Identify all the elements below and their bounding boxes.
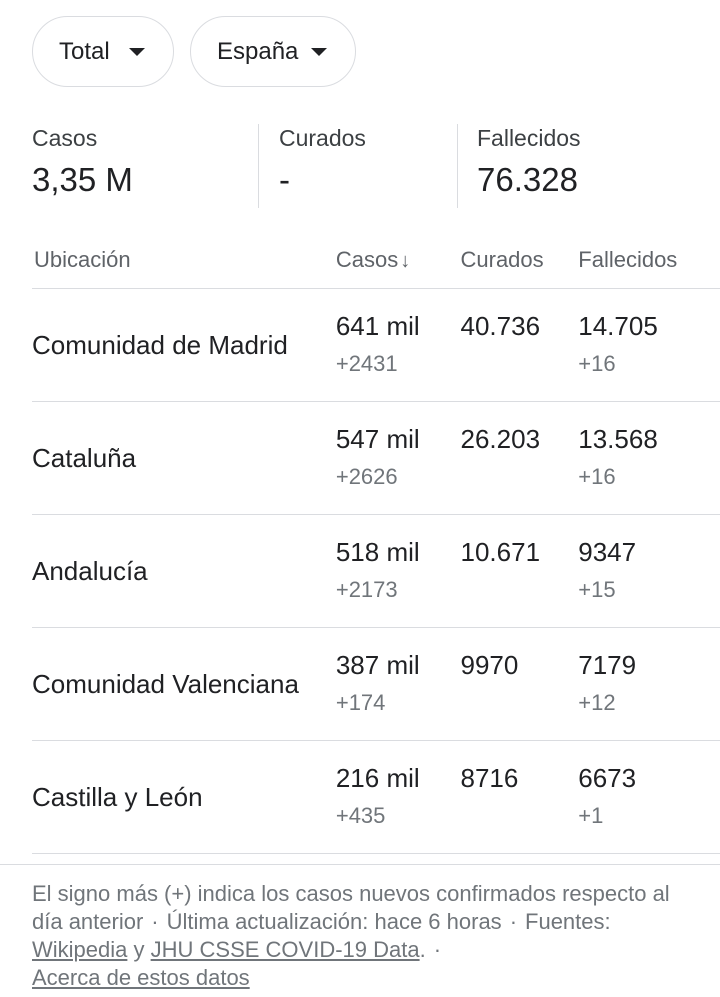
row-deaths: 7179 — [578, 650, 637, 680]
row-cases-cell: 547 mil +2626 — [335, 401, 461, 515]
footnote-last-updated: Última actualización: hace 6 horas — [166, 909, 502, 934]
row-deaths: 13.568 — [578, 424, 658, 454]
row-location: Cataluña — [32, 401, 336, 515]
row-recovered-cell: 26.203 — [460, 401, 579, 515]
footnote-and: y — [133, 937, 145, 962]
row-recovered: 26.203 — [460, 424, 541, 454]
summary-stats: Casos 3,35 M Curados - Fallecidos 76.328 — [32, 124, 720, 208]
separator-dot: · — [151, 909, 159, 934]
row-deaths-cell: 13.568 +16 — [578, 401, 720, 515]
footer-divider — [0, 864, 720, 865]
caret-down-icon — [129, 47, 145, 56]
footnote-plus-sign-note: El signo más (+) indica los casos nuevos… — [32, 881, 670, 934]
row-recovered: 40.736 — [460, 311, 541, 341]
row-recovered-cell: 40.736 — [460, 288, 579, 402]
stat-deaths-label: Fallecidos — [477, 125, 581, 151]
sort-down-arrow-icon: ↓ — [400, 250, 411, 272]
stat-recovered-value: - — [279, 161, 290, 198]
row-deaths-new: +16 — [578, 464, 616, 489]
table-row[interactable]: Comunidad de Madrid 641 mil +2431 40.736… — [32, 288, 720, 402]
region-dropdown-label: España — [217, 37, 299, 65]
row-deaths-cell: 14.705 +16 — [578, 288, 720, 402]
row-deaths: 9347 — [578, 537, 637, 567]
table-row[interactable]: Castilla y León 216 mil +435 8716 6673 +… — [32, 740, 720, 854]
row-cases-new: +174 — [335, 690, 386, 715]
header-location: Ubicación — [32, 232, 336, 289]
row-deaths: 14.705 — [578, 311, 658, 341]
stat-cases-value: 3,35 M — [32, 161, 133, 198]
row-recovered: 9970 — [460, 650, 519, 680]
stat-recovered: Curados - — [258, 124, 457, 208]
row-deaths-cell: 9347 +15 — [578, 514, 720, 628]
table-row[interactable]: Comunidad Valenciana 387 mil +174 9970 7… — [32, 627, 720, 741]
row-recovered: 8716 — [460, 763, 519, 793]
header-cases-sort[interactable]: Casos ↓ — [335, 232, 461, 289]
row-recovered: 10.671 — [460, 537, 541, 567]
row-deaths: 6673 — [578, 763, 637, 793]
row-deaths-new: +1 — [578, 803, 604, 828]
row-cases-new: +435 — [335, 803, 386, 828]
row-cases: 641 mil — [335, 311, 420, 341]
row-cases-cell: 518 mil +2173 — [335, 514, 461, 628]
row-location: Comunidad de Madrid — [32, 288, 336, 402]
header-deaths[interactable]: Fallecidos — [578, 232, 720, 289]
wikipedia-link[interactable]: Wikipedia — [32, 937, 128, 962]
stat-cases: Casos 3,35 M — [32, 124, 258, 208]
header-recovered[interactable]: Curados — [460, 232, 579, 289]
footnote-sources-label: Fuentes: — [525, 909, 611, 934]
stat-cases-label: Casos — [32, 125, 98, 151]
table-row[interactable]: Cataluña 547 mil +2626 26.203 13.568 +16 — [32, 401, 720, 515]
filter-bar: Total España — [32, 16, 356, 87]
row-cases-cell: 216 mil +435 — [335, 740, 461, 854]
row-location: Andalucía — [32, 514, 336, 628]
row-cases-cell: 387 mil +174 — [335, 627, 461, 741]
row-cases: 387 mil — [335, 650, 420, 680]
footnote-period: . — [419, 937, 426, 962]
footnote: El signo más (+) indica los casos nuevos… — [32, 880, 672, 992]
row-deaths-new: +12 — [578, 690, 616, 715]
row-cases-new: +2626 — [335, 464, 398, 489]
separator-dot: · — [509, 909, 518, 934]
about-data-link[interactable]: Acerca de estos datos — [32, 965, 250, 990]
row-recovered-cell: 9970 — [460, 627, 579, 741]
header-cases-label: Casos — [335, 247, 399, 272]
row-location: Castilla y León — [32, 740, 336, 854]
row-recovered-cell: 8716 — [460, 740, 579, 854]
jhu-csse-data-link[interactable]: JHU CSSE COVID-19 Data — [150, 937, 420, 962]
caret-down-icon — [311, 47, 327, 56]
row-deaths-new: +15 — [578, 577, 616, 602]
row-recovered-cell: 10.671 — [460, 514, 579, 628]
row-deaths-new: +16 — [578, 351, 616, 376]
row-location: Comunidad Valenciana — [32, 627, 336, 741]
row-deaths-cell: 7179 +12 — [578, 627, 720, 741]
region-dropdown[interactable]: España — [190, 16, 356, 87]
row-cases-cell: 641 mil +2431 — [335, 288, 461, 402]
row-cases: 547 mil — [335, 424, 420, 454]
table-row[interactable]: Andalucía 518 mil +2173 10.671 9347 +15 — [32, 514, 720, 628]
stat-deaths: Fallecidos 76.328 — [457, 124, 720, 208]
row-cases-new: +2173 — [335, 577, 398, 602]
stat-recovered-label: Curados — [279, 125, 366, 151]
table-header-row: Ubicación Casos ↓ Curados Fallecidos — [32, 232, 720, 289]
row-cases-new: +2431 — [335, 351, 398, 376]
row-cases: 518 mil — [335, 537, 420, 567]
row-deaths-cell: 6673 +1 — [578, 740, 720, 854]
stat-deaths-value: 76.328 — [477, 161, 578, 198]
row-cases: 216 mil — [335, 763, 420, 793]
separator-dot: · — [433, 937, 442, 962]
region-table: Ubicación Casos ↓ Curados Fallecidos Comu… — [32, 232, 720, 854]
metric-dropdown-label: Total — [59, 37, 110, 65]
metric-dropdown[interactable]: Total — [32, 16, 174, 87]
